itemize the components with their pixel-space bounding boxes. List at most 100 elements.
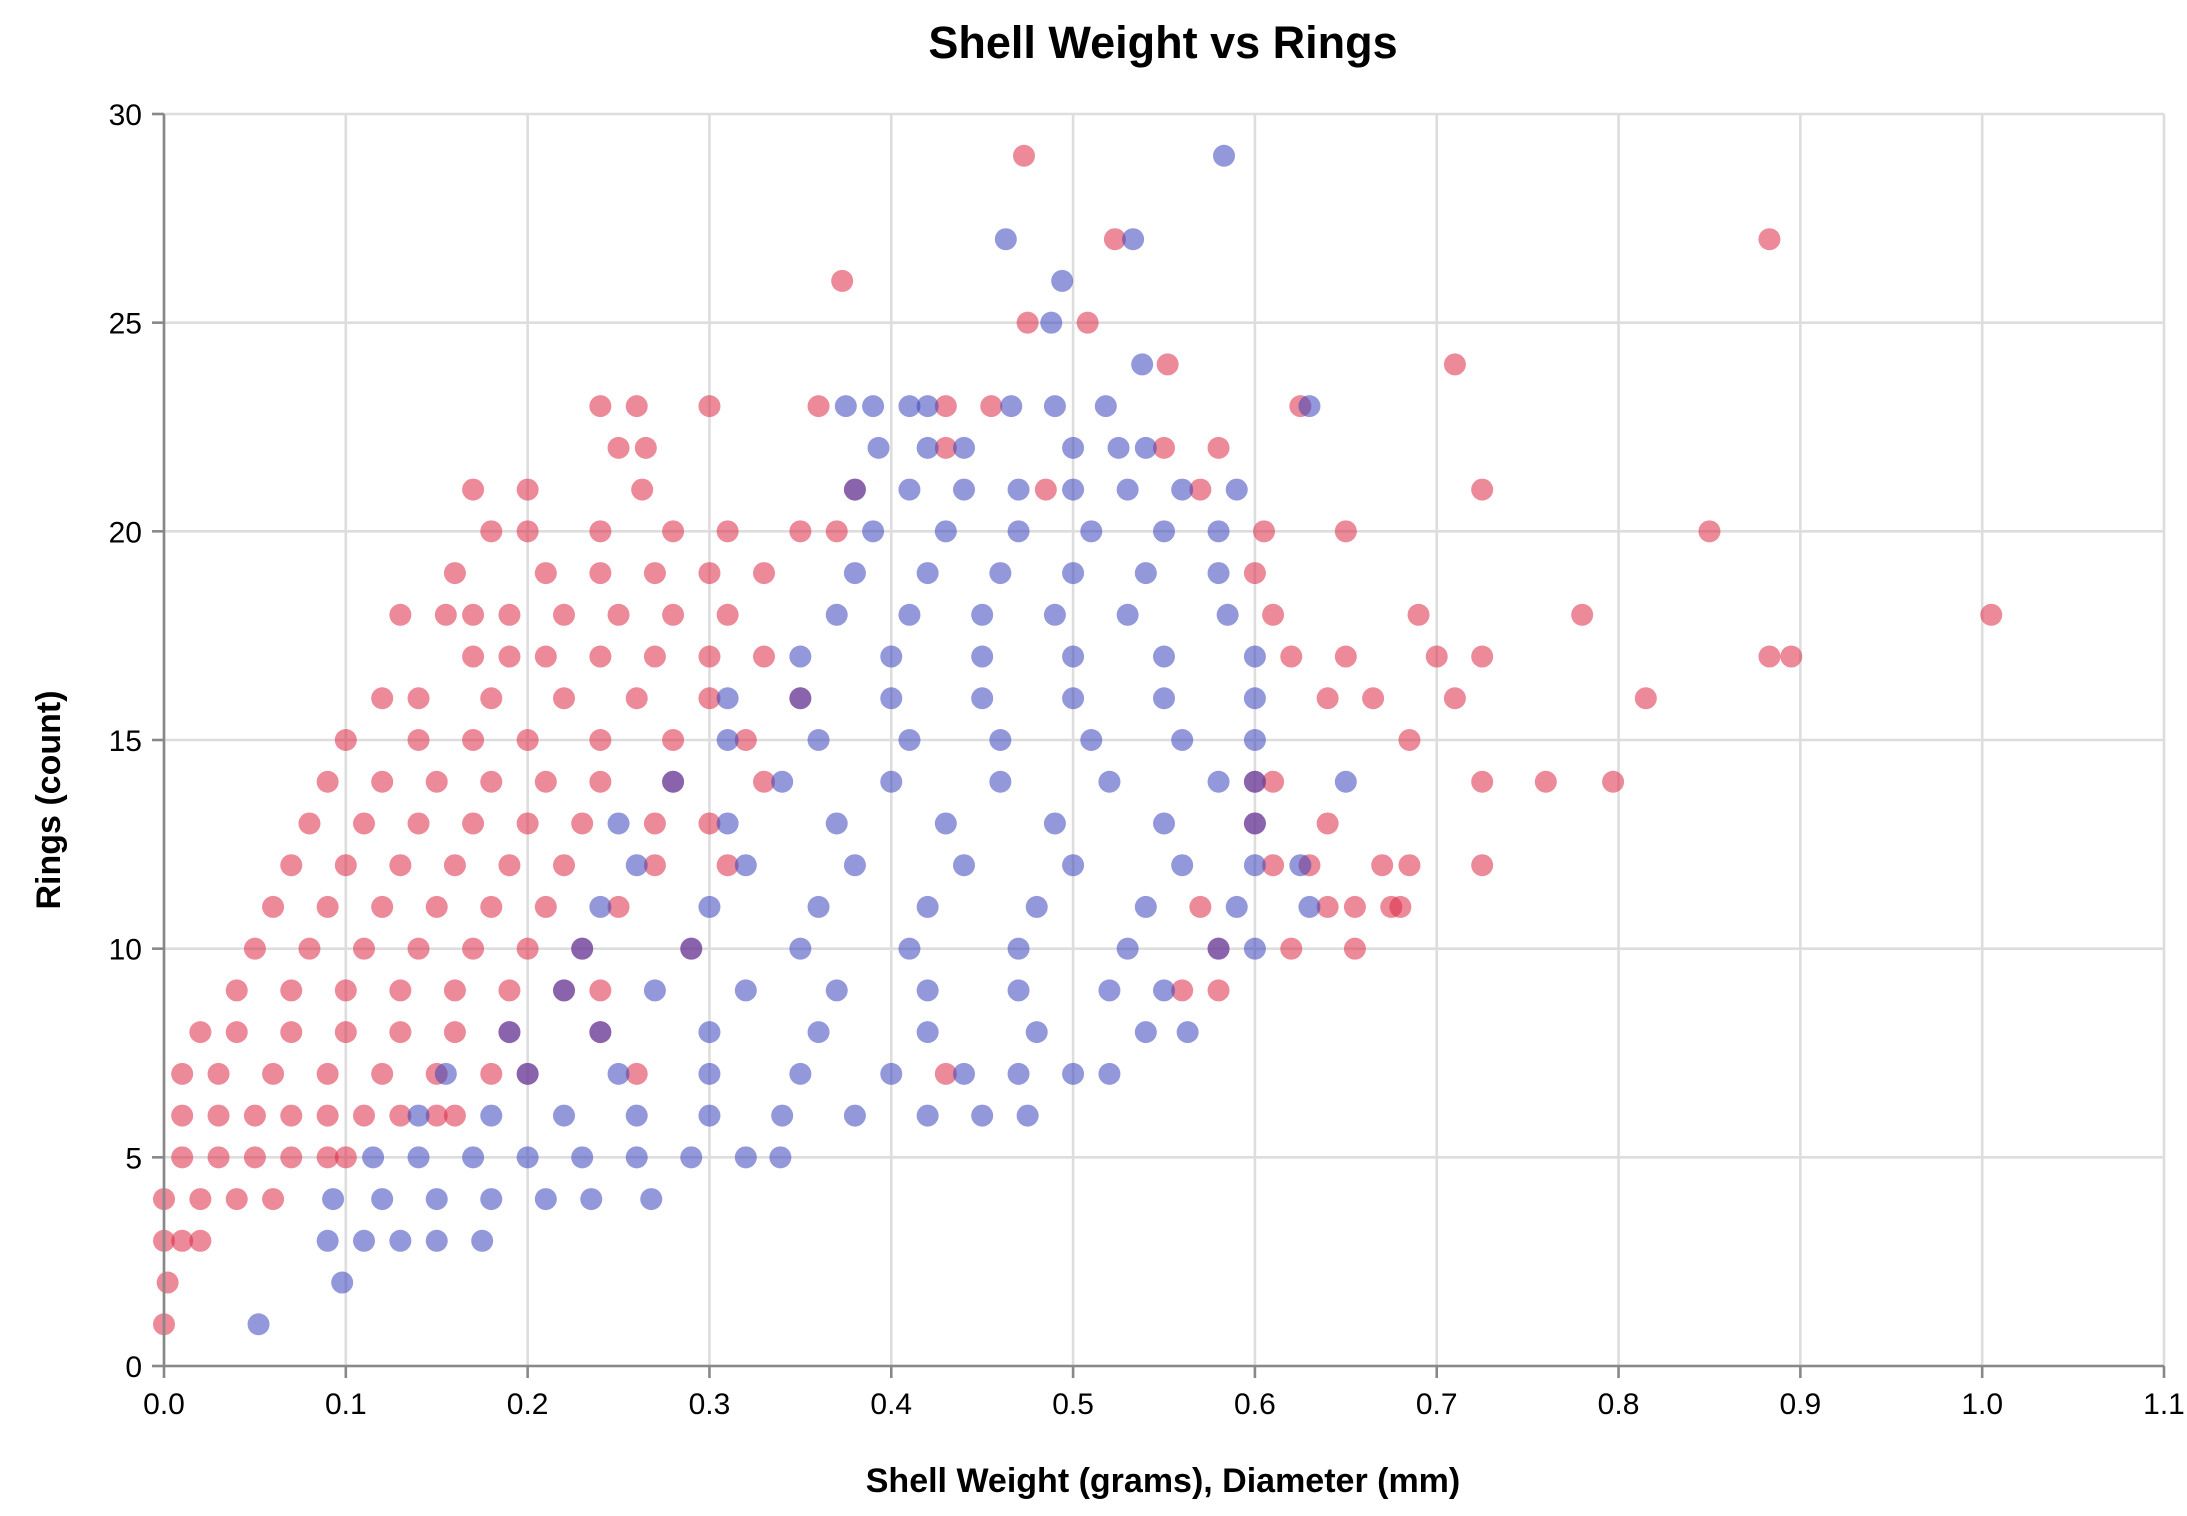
- data-point: [280, 1104, 303, 1127]
- data-point: [1389, 895, 1412, 918]
- data-point: [1189, 478, 1212, 501]
- data-point: [1062, 478, 1085, 501]
- data-point: [862, 520, 885, 543]
- data-point: [516, 520, 539, 543]
- data-point: [734, 1146, 757, 1169]
- data-point: [1298, 895, 1321, 918]
- data-point: [462, 603, 485, 626]
- data-point: [425, 770, 448, 793]
- data-point: [934, 1062, 957, 1085]
- data-point: [1000, 395, 1023, 418]
- data-point: [631, 478, 654, 501]
- y-tick-label: 10: [109, 934, 142, 967]
- x-tick-label: 0.0: [143, 1388, 185, 1421]
- data-point: [553, 979, 575, 1002]
- data-point: [1098, 770, 1121, 793]
- data-point: [1134, 895, 1157, 918]
- data-point: [1171, 979, 1194, 1002]
- data-point: [371, 1062, 394, 1085]
- y-tick-label: 25: [109, 308, 142, 341]
- data-point: [880, 1062, 903, 1085]
- data-point: [989, 729, 1012, 751]
- data-point: [1243, 770, 1266, 793]
- data-point: [480, 1062, 503, 1085]
- data-point: [831, 269, 854, 292]
- data-point: [1134, 562, 1157, 585]
- data-point: [156, 1271, 179, 1294]
- data-point: [462, 645, 485, 668]
- data-point: [553, 1104, 575, 1127]
- data-point: [589, 895, 612, 918]
- data-point: [698, 1021, 721, 1044]
- data-point: [880, 770, 903, 793]
- data-point: [425, 1229, 448, 1252]
- data-point: [1043, 812, 1066, 835]
- data-point: [698, 812, 721, 835]
- data-point: [389, 1021, 412, 1044]
- data-point: [589, 1021, 612, 1044]
- data-point: [834, 395, 857, 418]
- data-point: [625, 687, 648, 710]
- data-point: [334, 729, 357, 751]
- data-point: [1262, 770, 1285, 793]
- data-point: [498, 979, 521, 1002]
- data-point: [434, 1062, 457, 1085]
- data-point: [916, 1104, 939, 1127]
- data-point: [589, 395, 612, 418]
- data-point: [171, 1104, 194, 1127]
- data-point: [171, 1229, 194, 1252]
- data-point: [1025, 1021, 1048, 1044]
- data-point: [1098, 1062, 1121, 1085]
- data-point: [1007, 979, 1030, 1002]
- data-point: [331, 1271, 354, 1294]
- data-point: [443, 979, 466, 1002]
- data-point: [1062, 645, 1085, 668]
- data-point: [580, 1188, 603, 1211]
- data-point: [262, 895, 285, 918]
- data-point: [989, 770, 1012, 793]
- data-point: [698, 562, 721, 585]
- data-point: [771, 1104, 794, 1127]
- data-point: [734, 979, 757, 1002]
- data-point: [898, 603, 921, 626]
- data-point: [589, 729, 612, 751]
- data-point: [280, 979, 303, 1002]
- data-point: [1425, 645, 1448, 668]
- data-point: [425, 895, 448, 918]
- data-point: [1243, 562, 1266, 585]
- data-point: [1116, 937, 1139, 960]
- data-point: [698, 895, 721, 918]
- data-point: [334, 854, 357, 877]
- data-point: [1207, 436, 1230, 459]
- data-point: [262, 1188, 285, 1211]
- data-point: [462, 937, 485, 960]
- data-point: [1471, 478, 1494, 501]
- data-point: [207, 1146, 230, 1169]
- data-point: [1171, 478, 1194, 501]
- data-point: [789, 687, 812, 710]
- data-point: [425, 1188, 448, 1211]
- data-point: [1013, 144, 1035, 167]
- data-point: [807, 895, 830, 918]
- data-point: [389, 979, 412, 1002]
- data-point: [462, 812, 485, 835]
- data-point: [262, 1062, 285, 1085]
- data-point: [1634, 687, 1657, 710]
- data-point: [362, 1146, 385, 1169]
- data-point: [807, 729, 830, 751]
- data-point: [1253, 520, 1275, 543]
- data-point: [516, 937, 539, 960]
- data-point: [789, 1062, 812, 1085]
- data-point: [716, 854, 739, 877]
- data-point: [934, 436, 957, 459]
- data-point: [643, 979, 666, 1002]
- data-point: [480, 1104, 503, 1127]
- data-point: [516, 1062, 539, 1085]
- y-tick-label: 0: [125, 1351, 142, 1384]
- data-point: [298, 812, 321, 835]
- x-tick-label: 0.1: [325, 1388, 367, 1421]
- data-point: [825, 812, 848, 835]
- points-layer: [153, 144, 2003, 1336]
- data-point: [589, 979, 612, 1002]
